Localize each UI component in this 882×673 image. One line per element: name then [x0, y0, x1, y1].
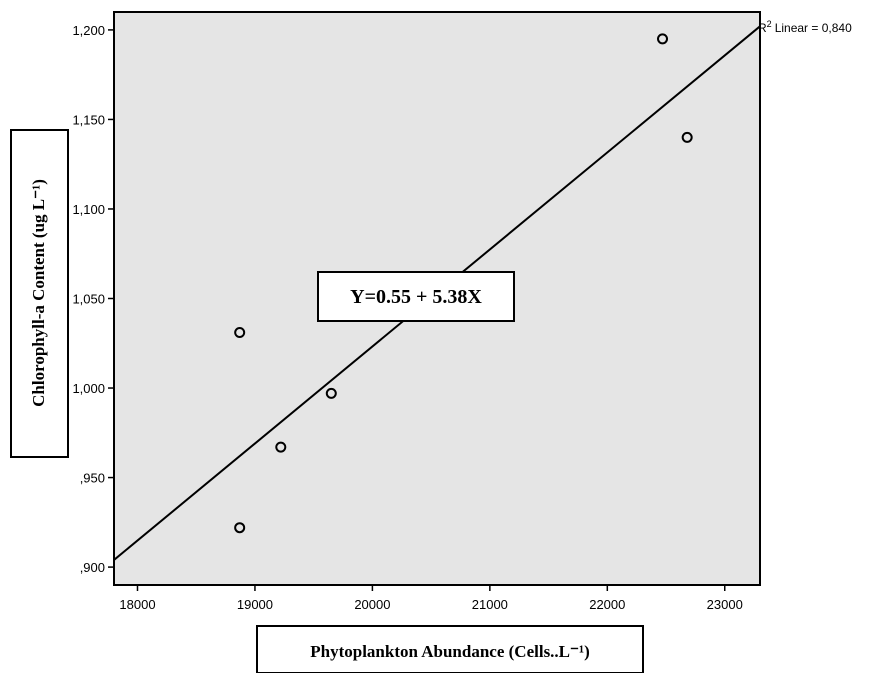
data-point: [234, 327, 246, 339]
y-axis-label-box: Chlorophyll-a Content (ug L⁻¹): [10, 129, 69, 458]
y-axis-label: Chlorophyll-a Content (ug L⁻¹): [29, 179, 48, 407]
data-point: [325, 387, 337, 399]
x-tick-label: 22000: [589, 597, 625, 612]
data-point: [275, 441, 287, 453]
x-tick-label: 18000: [119, 597, 155, 612]
x-tick-label: 19000: [237, 597, 273, 612]
y-tick-label: 1,200: [72, 23, 105, 38]
y-tick-label: ,900: [80, 560, 105, 575]
x-axis-label: Phytoplankton Abundance (Cells..L⁻¹): [310, 642, 590, 661]
x-axis-label-box: Phytoplankton Abundance (Cells..L⁻¹): [256, 625, 644, 673]
data-point: [657, 33, 669, 45]
data-point: [234, 522, 246, 534]
y-tick-label: 1,000: [72, 381, 105, 396]
x-axis: 18000 19000 20000 21000 22000 23000: [119, 585, 743, 612]
y-tick-label: ,950: [80, 471, 105, 486]
equation-text: Y=0.55 + 5.38X: [350, 286, 482, 308]
y-axis: ,900 ,950 1,000 1,050 1,100 1,150 1,200: [72, 23, 114, 575]
x-tick-label: 20000: [354, 597, 390, 612]
equation-box: Y=0.55 + 5.38X: [317, 271, 515, 322]
y-tick-label: 1,050: [72, 292, 105, 307]
x-tick-label: 21000: [472, 597, 508, 612]
data-points: [234, 33, 693, 534]
data-point: [681, 131, 693, 143]
x-tick-label: 23000: [707, 597, 743, 612]
r2-label: R2 Linear = 0,840: [758, 19, 852, 35]
y-tick-label: 1,100: [72, 202, 105, 217]
y-tick-label: 1,150: [72, 112, 105, 127]
